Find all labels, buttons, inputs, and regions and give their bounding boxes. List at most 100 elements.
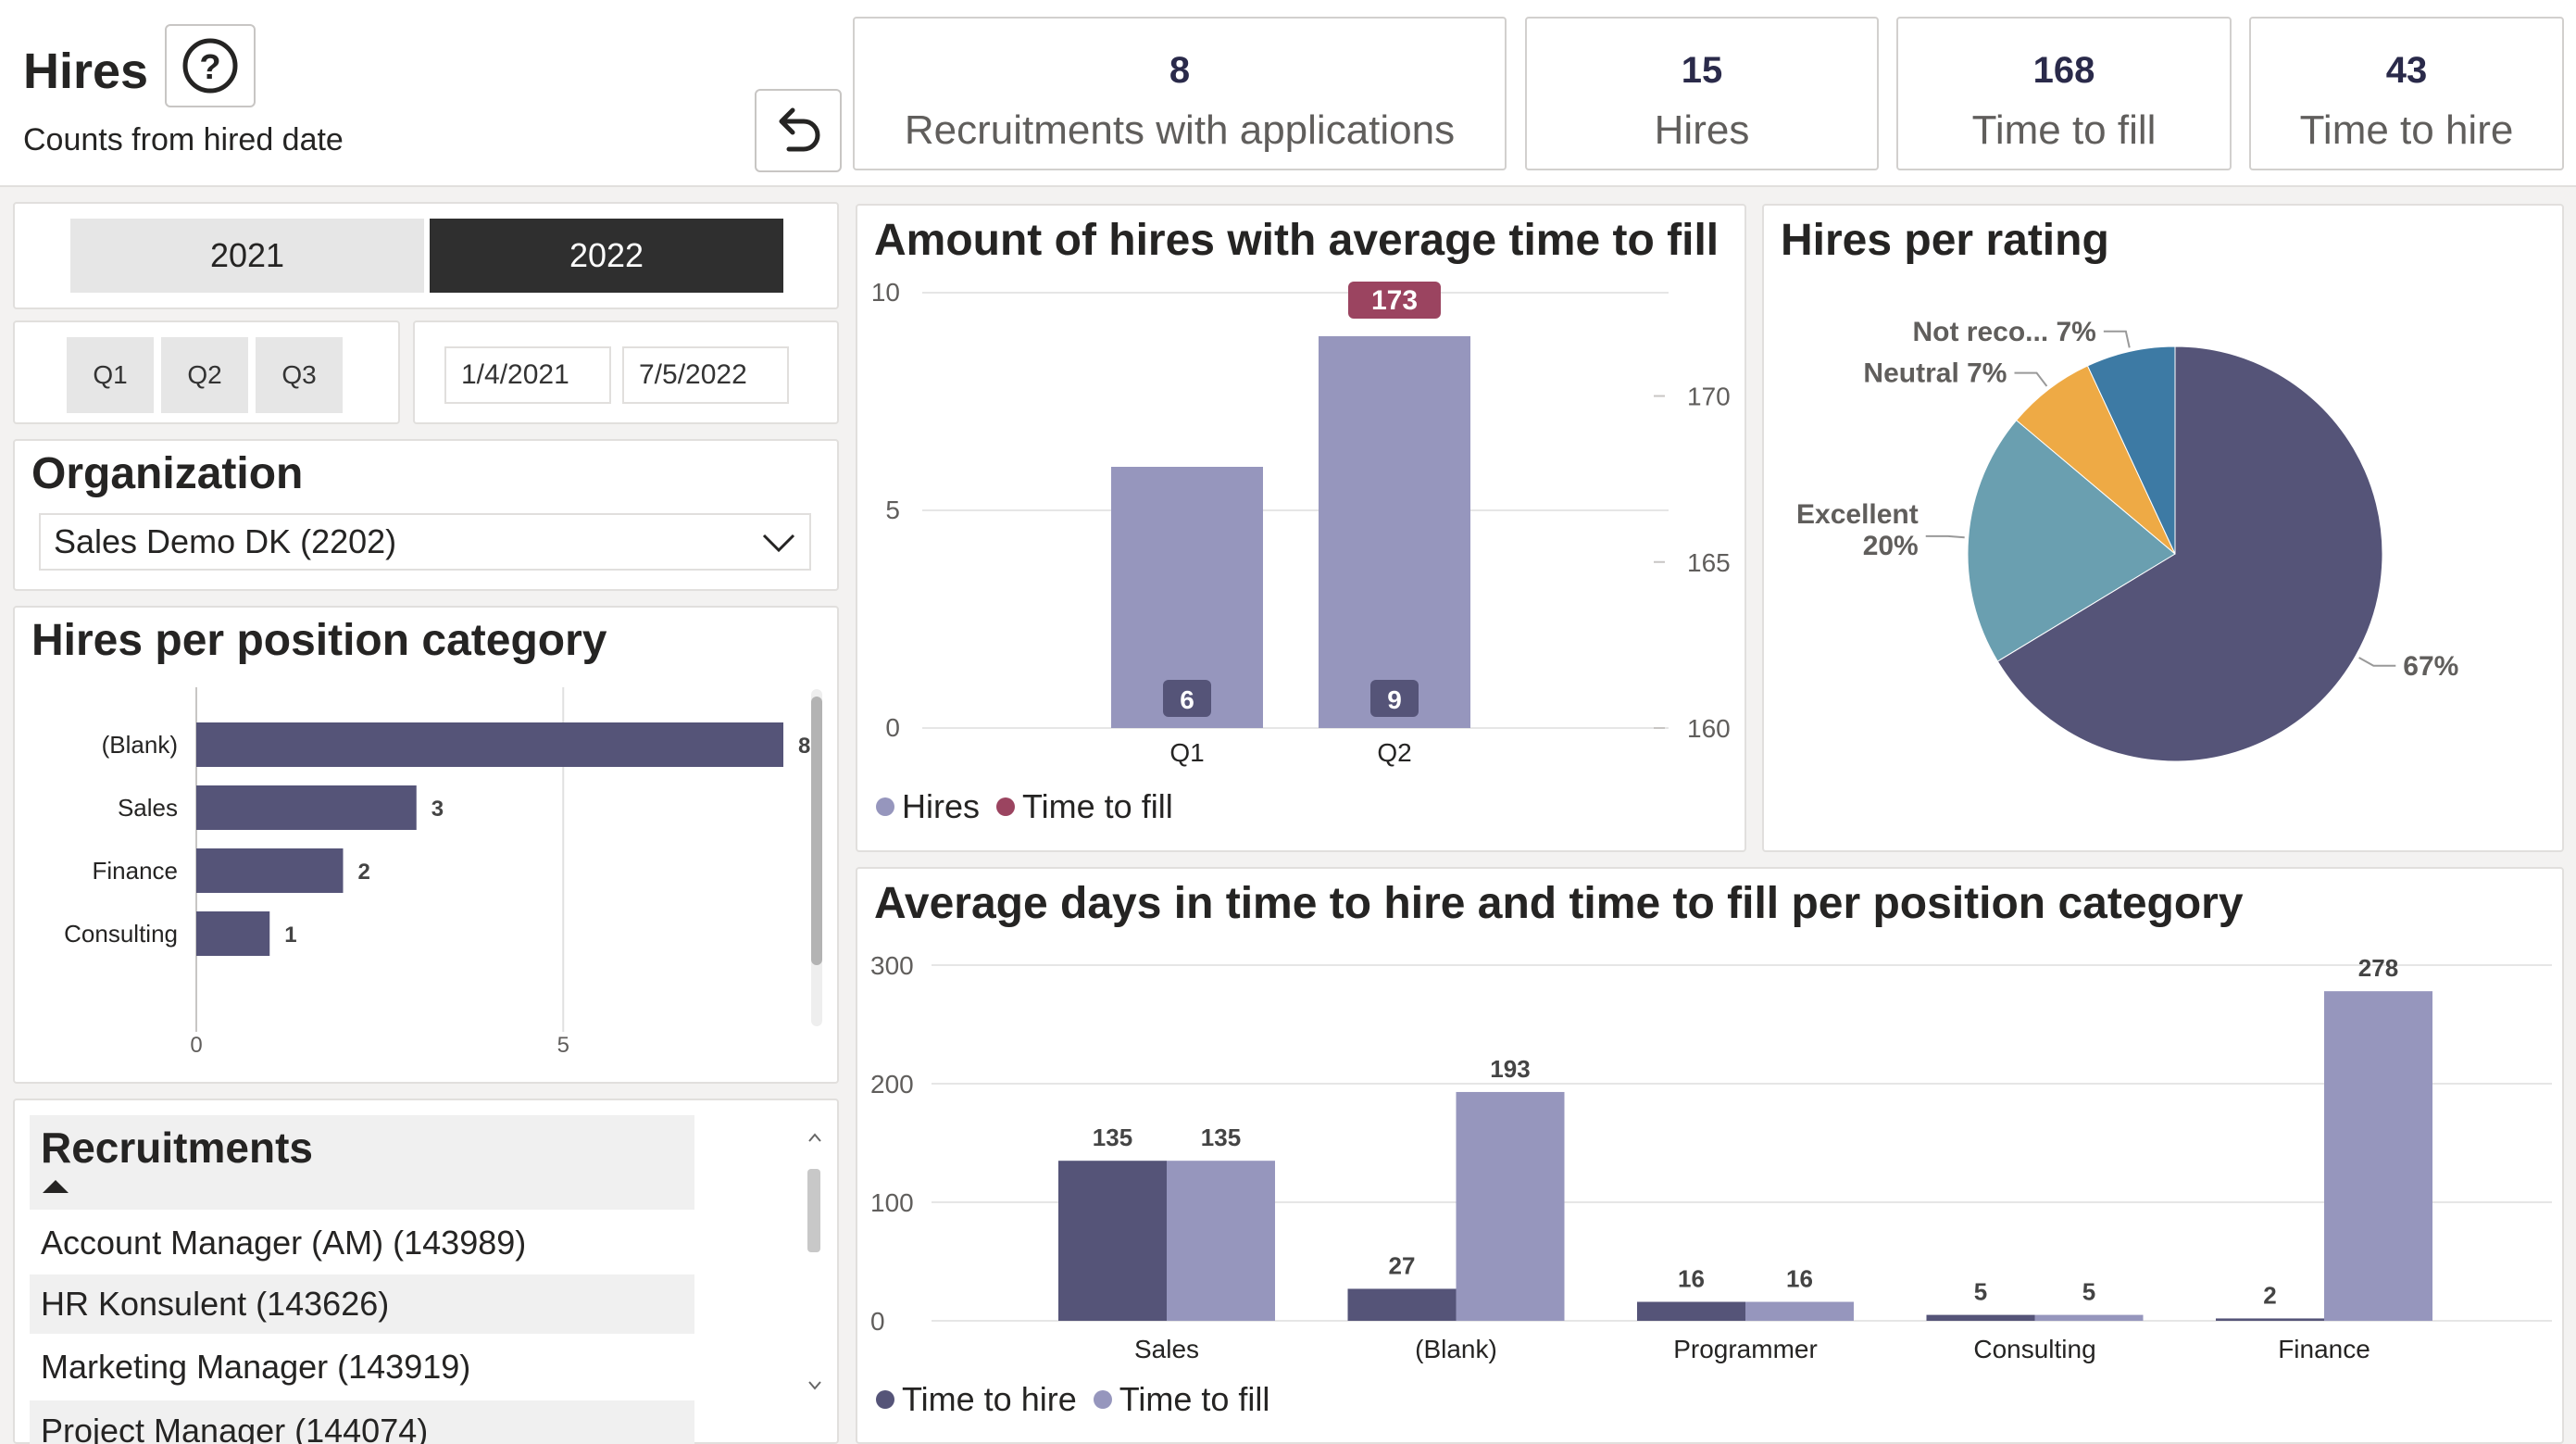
year-button-2021[interactable]: 2021 — [70, 219, 424, 293]
help-button[interactable]: ? — [165, 24, 256, 107]
data-label: 16 — [1786, 1265, 1813, 1293]
legend-label: Time to fill — [1119, 1380, 1270, 1418]
kpi-label: Time to hire — [2299, 107, 2514, 153]
time-to-hire-bar — [1926, 1314, 2035, 1321]
category-label: Q1 — [1169, 738, 1204, 767]
legend-swatch — [996, 797, 1016, 816]
position-bar — [196, 722, 783, 767]
page-title: Hires — [23, 44, 149, 99]
hires-chart-legend: Hires Time to fill — [876, 787, 1173, 826]
scroll-down-icon[interactable] — [807, 1380, 822, 1391]
leader-line — [1925, 534, 1965, 539]
position-chart-scrollbar[interactable] — [811, 697, 822, 965]
avgdays-chart-panel: Average days in time to hire and time to… — [856, 867, 2564, 1444]
category-label: (Blank) — [1415, 1335, 1497, 1363]
recruitment-row[interactable]: HR Konsulent (143626) — [30, 1274, 694, 1334]
recruitment-row[interactable]: Project Manager (144074) — [30, 1400, 694, 1444]
scroll-up-icon[interactable] — [807, 1132, 822, 1143]
pie-label: Neutral 7% — [1863, 358, 2007, 389]
kpi-label: Recruitments with applications — [904, 107, 1456, 153]
y-tick-label: 5 — [885, 496, 900, 524]
pie-label: 67% — [2403, 651, 2458, 682]
kpi-time-to-fill: 168 Time to fill — [1896, 17, 2232, 170]
undo-button[interactable] — [755, 89, 842, 172]
pie-category-label: Excellent — [1796, 499, 1919, 530]
category-label: Sales — [118, 794, 178, 822]
legend-label: Time to hire — [902, 1380, 1077, 1418]
kpi-recruitments: 8 Recruitments with applications — [853, 17, 1507, 170]
year-button-2022[interactable]: 2022 — [430, 219, 783, 293]
data-label: 278 — [2358, 954, 2398, 982]
sort-ascending-icon[interactable] — [41, 1178, 70, 1195]
date-to-input[interactable]: 7/5/2022 — [622, 346, 789, 404]
category-label: Programmer — [1673, 1335, 1818, 1363]
kpi-label: Hires — [1654, 107, 1750, 153]
legend-label: Time to fill — [1022, 787, 1173, 825]
recruitments-title: Recruitments — [41, 1124, 313, 1172]
legend-swatch — [1093, 1390, 1112, 1409]
category-label: (Blank) — [102, 731, 178, 759]
time-to-fill-bar — [2034, 1314, 2144, 1321]
position-bar — [196, 785, 417, 830]
rating-chart-title: Hires per rating — [1781, 216, 2109, 265]
organization-selected: Sales Demo DK (2202) — [54, 522, 397, 560]
recruitment-row[interactable]: Marketing Manager (143919) — [30, 1337, 694, 1397]
svg-text:?: ? — [199, 48, 220, 87]
hires-combo-chart: 0 5 10 160 165 170 6 Q1 9 Q2 173 — [871, 278, 1731, 767]
recruitment-row[interactable]: Account Manager (AM) (143989) — [30, 1213, 694, 1273]
question-circle-icon: ? — [182, 38, 238, 94]
data-label-bg — [1370, 680, 1419, 717]
data-label: 2 — [2263, 1281, 2276, 1309]
hires-chart-title: Amount of hires with average time to fil… — [874, 216, 1719, 265]
time-to-fill-label: 173 — [1371, 285, 1418, 316]
y-tick-label: 0 — [885, 713, 900, 742]
kpi-value: 43 — [2385, 50, 2428, 91]
y2-tick-label: 170 — [1687, 383, 1731, 411]
quarter-button-q2[interactable]: Q2 — [161, 337, 248, 413]
undo-arrow-icon — [779, 107, 820, 152]
quarter-button-q3[interactable]: Q3 — [256, 337, 343, 413]
legend-swatch — [876, 1390, 894, 1409]
time-to-hire-bar — [1058, 1161, 1167, 1321]
category-label: Q2 — [1377, 738, 1411, 767]
organization-dropdown[interactable]: Sales Demo DK (2202) — [39, 513, 811, 571]
hires-bar — [1319, 336, 1470, 728]
pie-percent-label: 20% — [1863, 531, 1919, 561]
organization-title: Organization — [31, 449, 304, 498]
y2-tick-label: 160 — [1687, 714, 1731, 743]
y-tick-label: 200 — [870, 1070, 914, 1099]
leader-line — [2358, 657, 2396, 667]
data-label: 1 — [284, 923, 296, 948]
quarter-button-q1[interactable]: Q1 — [67, 337, 154, 413]
recruitments-scrollbar[interactable] — [807, 1169, 820, 1252]
data-label: 2 — [358, 860, 370, 885]
time-to-fill-bar — [2324, 991, 2432, 1321]
avgdays-chart-legend: Time to hire Time to fill — [876, 1380, 1269, 1419]
legend-swatch — [876, 797, 894, 816]
position-chart-panel: Hires per position category 0 5 (Blank) 8 Sa… — [13, 606, 839, 1084]
hires-chart-panel: Amount of hires with average time to fil… — [856, 204, 1746, 852]
recruitments-header[interactable]: Recruitments — [30, 1115, 694, 1210]
date-from-input[interactable]: 1/4/2021 — [444, 346, 611, 404]
position-chart-title: Hires per position category — [31, 616, 607, 665]
time-to-fill-bar — [1456, 1091, 1565, 1321]
kpi-value: 168 — [2032, 50, 2095, 91]
data-label: 3 — [431, 797, 444, 822]
data-label-bg — [1163, 680, 1211, 717]
rating-chart-panel: Hires per rating 67% Excellent 20% Neutral … — [1762, 204, 2564, 852]
data-label: 27 — [1389, 1251, 1416, 1279]
kpi-hires: 15 Hires — [1525, 17, 1879, 170]
kpi-value: 8 — [1169, 50, 1191, 91]
y-tick-label: 100 — [870, 1188, 914, 1217]
data-label: 9 — [1387, 685, 1402, 714]
category-label: Consulting — [1973, 1335, 2095, 1363]
data-label: 193 — [1490, 1055, 1530, 1083]
position-bar — [196, 848, 344, 893]
category-label: Consulting — [64, 920, 178, 948]
y-tick-label: 300 — [870, 951, 914, 980]
position-bar — [196, 911, 270, 956]
data-label: 16 — [1678, 1265, 1705, 1293]
time-to-hire-bar — [2216, 1318, 2324, 1321]
kpi-time-to-hire: 43 Time to hire — [2249, 17, 2564, 170]
